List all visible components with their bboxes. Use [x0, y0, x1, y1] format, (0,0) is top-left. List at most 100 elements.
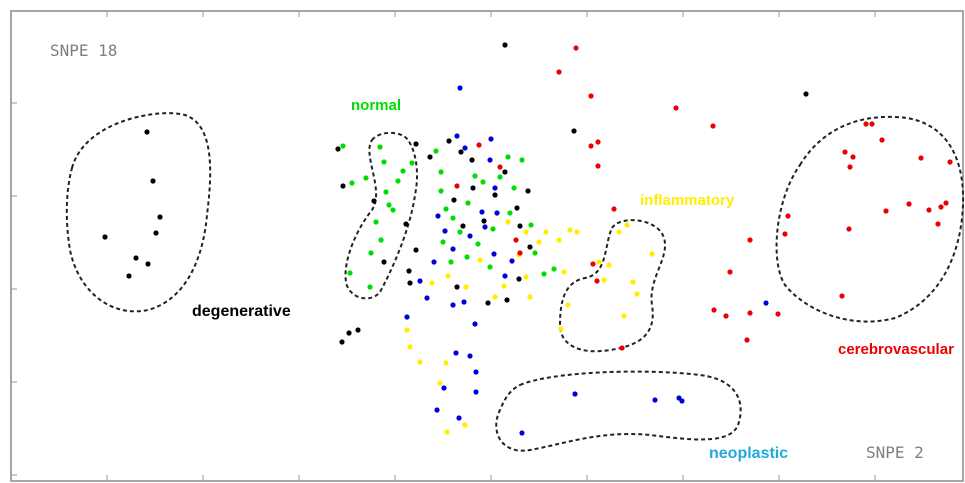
- data-point: [711, 307, 717, 313]
- data-point: [443, 360, 449, 366]
- data-point: [407, 344, 413, 350]
- data-point: [373, 219, 379, 225]
- data-point: [879, 137, 885, 143]
- data-point: [469, 157, 475, 163]
- data-point: [595, 139, 601, 145]
- data-point: [505, 154, 511, 160]
- data-point: [413, 247, 419, 253]
- data-point: [457, 229, 463, 235]
- data-point: [556, 69, 562, 75]
- data-point: [153, 230, 159, 236]
- data-point: [611, 206, 617, 212]
- data-point: [616, 229, 622, 235]
- data-point: [461, 299, 467, 305]
- data-point: [472, 173, 478, 179]
- data-point: [679, 398, 685, 404]
- data-point: [850, 154, 856, 160]
- data-point: [409, 160, 415, 166]
- data-point: [541, 271, 547, 277]
- data-point: [532, 250, 538, 256]
- data-point: [347, 270, 353, 276]
- data-point: [431, 259, 437, 265]
- data-point: [355, 327, 361, 333]
- data-point: [477, 257, 483, 263]
- cerebrovascular-outline: [775, 115, 965, 323]
- data-point: [513, 237, 519, 243]
- data-point: [438, 188, 444, 194]
- data-points: [102, 42, 953, 436]
- data-point: [458, 149, 464, 155]
- data-point: [390, 207, 396, 213]
- corner-label-bottom-right: SNPE 2: [866, 443, 924, 462]
- data-point: [438, 169, 444, 175]
- data-point: [386, 202, 392, 208]
- data-point: [454, 284, 460, 290]
- data-point: [462, 422, 468, 428]
- data-point: [527, 244, 533, 250]
- data-point: [381, 159, 387, 165]
- data-point: [346, 330, 352, 336]
- data-point: [863, 121, 869, 127]
- data-point: [487, 157, 493, 163]
- data-point: [475, 241, 481, 247]
- data-point: [457, 85, 463, 91]
- data-point: [150, 178, 156, 184]
- data-point: [596, 259, 602, 265]
- data-point: [417, 359, 423, 365]
- data-point: [413, 141, 419, 147]
- neoplastic-outline: [495, 370, 742, 452]
- data-point: [747, 310, 753, 316]
- label-neoplastic: neoplastic: [709, 445, 788, 462]
- data-point: [517, 250, 523, 256]
- data-point: [634, 291, 640, 297]
- data-point: [621, 313, 627, 319]
- data-point: [470, 185, 476, 191]
- data-point: [723, 313, 729, 319]
- data-point: [407, 280, 413, 286]
- series-normal: [340, 143, 557, 290]
- data-point: [517, 223, 523, 229]
- data-point: [514, 205, 520, 211]
- data-point: [378, 237, 384, 243]
- data-point: [497, 164, 503, 170]
- data-point: [588, 143, 594, 149]
- data-point: [573, 45, 579, 51]
- series-cerebrovascular: [454, 45, 953, 351]
- data-point: [926, 207, 932, 213]
- data-point: [558, 326, 564, 332]
- data-point: [404, 314, 410, 320]
- data-point: [479, 209, 485, 215]
- data-point: [527, 294, 533, 300]
- data-point: [588, 93, 594, 99]
- data-point: [842, 149, 848, 155]
- data-point: [747, 237, 753, 243]
- data-point: [144, 129, 150, 135]
- data-point: [502, 273, 508, 279]
- data-point: [619, 345, 625, 351]
- data-point: [492, 294, 498, 300]
- data-point: [492, 185, 498, 191]
- data-point: [918, 155, 924, 161]
- data-point: [481, 218, 487, 224]
- data-point: [649, 251, 655, 257]
- data-point: [601, 277, 607, 283]
- data-point: [523, 274, 529, 280]
- data-point: [437, 380, 443, 386]
- data-point: [464, 254, 470, 260]
- data-point: [543, 229, 549, 235]
- data-point: [565, 302, 571, 308]
- data-point: [594, 278, 600, 284]
- data-point: [775, 311, 781, 317]
- data-point: [595, 163, 601, 169]
- label-normal: normal: [351, 97, 401, 114]
- data-point: [472, 321, 478, 327]
- data-point: [839, 293, 845, 299]
- data-point: [404, 327, 410, 333]
- data-point: [451, 197, 457, 203]
- data-point: [567, 227, 573, 233]
- data-point: [536, 239, 542, 245]
- data-point: [454, 133, 460, 139]
- data-point: [744, 337, 750, 343]
- data-point: [727, 269, 733, 275]
